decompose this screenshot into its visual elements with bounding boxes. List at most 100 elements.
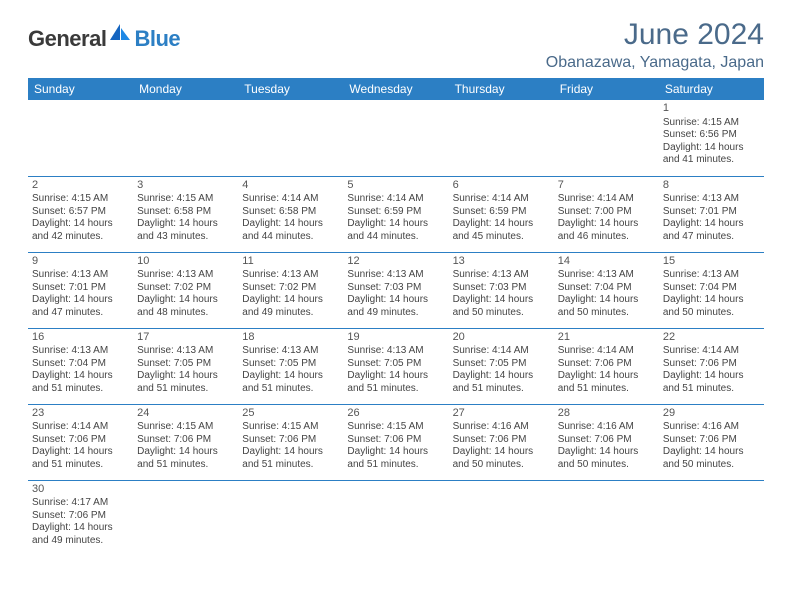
calendar-day: 12Sunrise: 4:13 AMSunset: 7:03 PMDayligh… [343, 252, 448, 328]
calendar-week: 30Sunrise: 4:17 AMSunset: 7:06 PMDayligh… [28, 480, 764, 556]
daylight-line: and 49 minutes. [242, 307, 339, 320]
day-number: 2 [32, 179, 129, 193]
sunset-line: Sunset: 7:06 PM [137, 434, 234, 447]
daylight-line: and 47 minutes. [663, 231, 760, 244]
sunset-line: Sunset: 7:06 PM [453, 434, 550, 447]
day-number: 27 [453, 407, 550, 421]
sunrise-line: Sunrise: 4:13 AM [137, 345, 234, 358]
daylight-line: Daylight: 14 hours [32, 370, 129, 383]
daylight-line: Daylight: 14 hours [137, 370, 234, 383]
calendar-week: 9Sunrise: 4:13 AMSunset: 7:01 PMDaylight… [28, 252, 764, 328]
sunrise-line: Sunrise: 4:13 AM [663, 193, 760, 206]
sunrise-line: Sunrise: 4:14 AM [558, 345, 655, 358]
day-number: 6 [453, 179, 550, 193]
daylight-line: and 51 minutes. [453, 383, 550, 396]
sunset-line: Sunset: 7:06 PM [32, 434, 129, 447]
calendar-day: 4Sunrise: 4:14 AMSunset: 6:58 PMDaylight… [238, 176, 343, 252]
sunrise-line: Sunrise: 4:13 AM [558, 269, 655, 282]
daylight-line: and 47 minutes. [32, 307, 129, 320]
calendar-day: 19Sunrise: 4:13 AMSunset: 7:05 PMDayligh… [343, 328, 448, 404]
daylight-line: Daylight: 14 hours [347, 446, 444, 459]
calendar-day: 17Sunrise: 4:13 AMSunset: 7:05 PMDayligh… [133, 328, 238, 404]
calendar-empty [28, 100, 133, 176]
sunrise-line: Sunrise: 4:13 AM [242, 269, 339, 282]
daylight-line: and 51 minutes. [558, 383, 655, 396]
sunrise-line: Sunrise: 4:13 AM [242, 345, 339, 358]
daylight-line: and 51 minutes. [137, 383, 234, 396]
sunrise-line: Sunrise: 4:14 AM [32, 421, 129, 434]
logo: General Blue [28, 24, 180, 53]
calendar-week: 1Sunrise: 4:15 AMSunset: 6:56 PMDaylight… [28, 100, 764, 176]
sunrise-line: Sunrise: 4:15 AM [663, 117, 760, 130]
sunset-line: Sunset: 6:58 PM [242, 206, 339, 219]
calendar-empty [343, 480, 448, 556]
sunrise-line: Sunrise: 4:14 AM [453, 345, 550, 358]
calendar-day: 29Sunrise: 4:16 AMSunset: 7:06 PMDayligh… [659, 404, 764, 480]
daylight-line: and 46 minutes. [558, 231, 655, 244]
day-header-row: SundayMondayTuesdayWednesdayThursdayFrid… [28, 78, 764, 100]
daylight-line: Daylight: 14 hours [347, 218, 444, 231]
day-header: Wednesday [343, 78, 448, 100]
daylight-line: Daylight: 14 hours [347, 294, 444, 307]
day-number: 15 [663, 255, 760, 269]
calendar-day: 24Sunrise: 4:15 AMSunset: 7:06 PMDayligh… [133, 404, 238, 480]
calendar-empty [449, 100, 554, 176]
calendar-week: 23Sunrise: 4:14 AMSunset: 7:06 PMDayligh… [28, 404, 764, 480]
day-number: 8 [663, 179, 760, 193]
daylight-line: and 44 minutes. [242, 231, 339, 244]
calendar-day: 13Sunrise: 4:13 AMSunset: 7:03 PMDayligh… [449, 252, 554, 328]
sunrise-line: Sunrise: 4:15 AM [137, 421, 234, 434]
daylight-line: Daylight: 14 hours [663, 294, 760, 307]
sunset-line: Sunset: 7:06 PM [347, 434, 444, 447]
day-number: 24 [137, 407, 234, 421]
sunset-line: Sunset: 7:03 PM [453, 282, 550, 295]
sunset-line: Sunset: 7:06 PM [558, 434, 655, 447]
day-number: 25 [242, 407, 339, 421]
day-number: 20 [453, 331, 550, 345]
day-number: 29 [663, 407, 760, 421]
sunset-line: Sunset: 6:56 PM [663, 129, 760, 142]
sunrise-line: Sunrise: 4:15 AM [347, 421, 444, 434]
logo-text-blue: Blue [134, 26, 180, 52]
day-number: 19 [347, 331, 444, 345]
calendar-day: 15Sunrise: 4:13 AMSunset: 7:04 PMDayligh… [659, 252, 764, 328]
calendar-day: 1Sunrise: 4:15 AMSunset: 6:56 PMDaylight… [659, 100, 764, 176]
sunrise-line: Sunrise: 4:13 AM [663, 269, 760, 282]
daylight-line: Daylight: 14 hours [558, 446, 655, 459]
calendar-empty [238, 480, 343, 556]
calendar-day: 5Sunrise: 4:14 AMSunset: 6:59 PMDaylight… [343, 176, 448, 252]
sunset-line: Sunset: 7:04 PM [663, 282, 760, 295]
daylight-line: and 45 minutes. [453, 231, 550, 244]
sunset-line: Sunset: 7:06 PM [32, 510, 129, 523]
daylight-line: Daylight: 14 hours [663, 446, 760, 459]
calendar-empty [659, 480, 764, 556]
day-number: 16 [32, 331, 129, 345]
sunset-line: Sunset: 6:59 PM [453, 206, 550, 219]
day-number: 13 [453, 255, 550, 269]
sunset-line: Sunset: 7:05 PM [347, 358, 444, 371]
calendar-day: 11Sunrise: 4:13 AMSunset: 7:02 PMDayligh… [238, 252, 343, 328]
sunset-line: Sunset: 7:04 PM [558, 282, 655, 295]
daylight-line: Daylight: 14 hours [32, 218, 129, 231]
daylight-line: and 51 minutes. [32, 383, 129, 396]
daylight-line: Daylight: 14 hours [242, 446, 339, 459]
calendar-day: 26Sunrise: 4:15 AMSunset: 7:06 PMDayligh… [343, 404, 448, 480]
calendar-day: 30Sunrise: 4:17 AMSunset: 7:06 PMDayligh… [28, 480, 133, 556]
calendar-body: 1Sunrise: 4:15 AMSunset: 6:56 PMDaylight… [28, 100, 764, 556]
daylight-line: Daylight: 14 hours [558, 294, 655, 307]
calendar-empty [238, 100, 343, 176]
calendar-day: 6Sunrise: 4:14 AMSunset: 6:59 PMDaylight… [449, 176, 554, 252]
daylight-line: Daylight: 14 hours [137, 446, 234, 459]
location: Obanazawa, Yamagata, Japan [546, 54, 764, 72]
calendar-day: 16Sunrise: 4:13 AMSunset: 7:04 PMDayligh… [28, 328, 133, 404]
sunset-line: Sunset: 7:05 PM [242, 358, 339, 371]
calendar-week: 2Sunrise: 4:15 AMSunset: 6:57 PMDaylight… [28, 176, 764, 252]
day-header: Friday [554, 78, 659, 100]
day-header: Tuesday [238, 78, 343, 100]
sunrise-line: Sunrise: 4:13 AM [32, 345, 129, 358]
day-number: 12 [347, 255, 444, 269]
sunset-line: Sunset: 7:06 PM [663, 434, 760, 447]
daylight-line: Daylight: 14 hours [663, 370, 760, 383]
sunrise-line: Sunrise: 4:14 AM [558, 193, 655, 206]
sunset-line: Sunset: 7:06 PM [558, 358, 655, 371]
